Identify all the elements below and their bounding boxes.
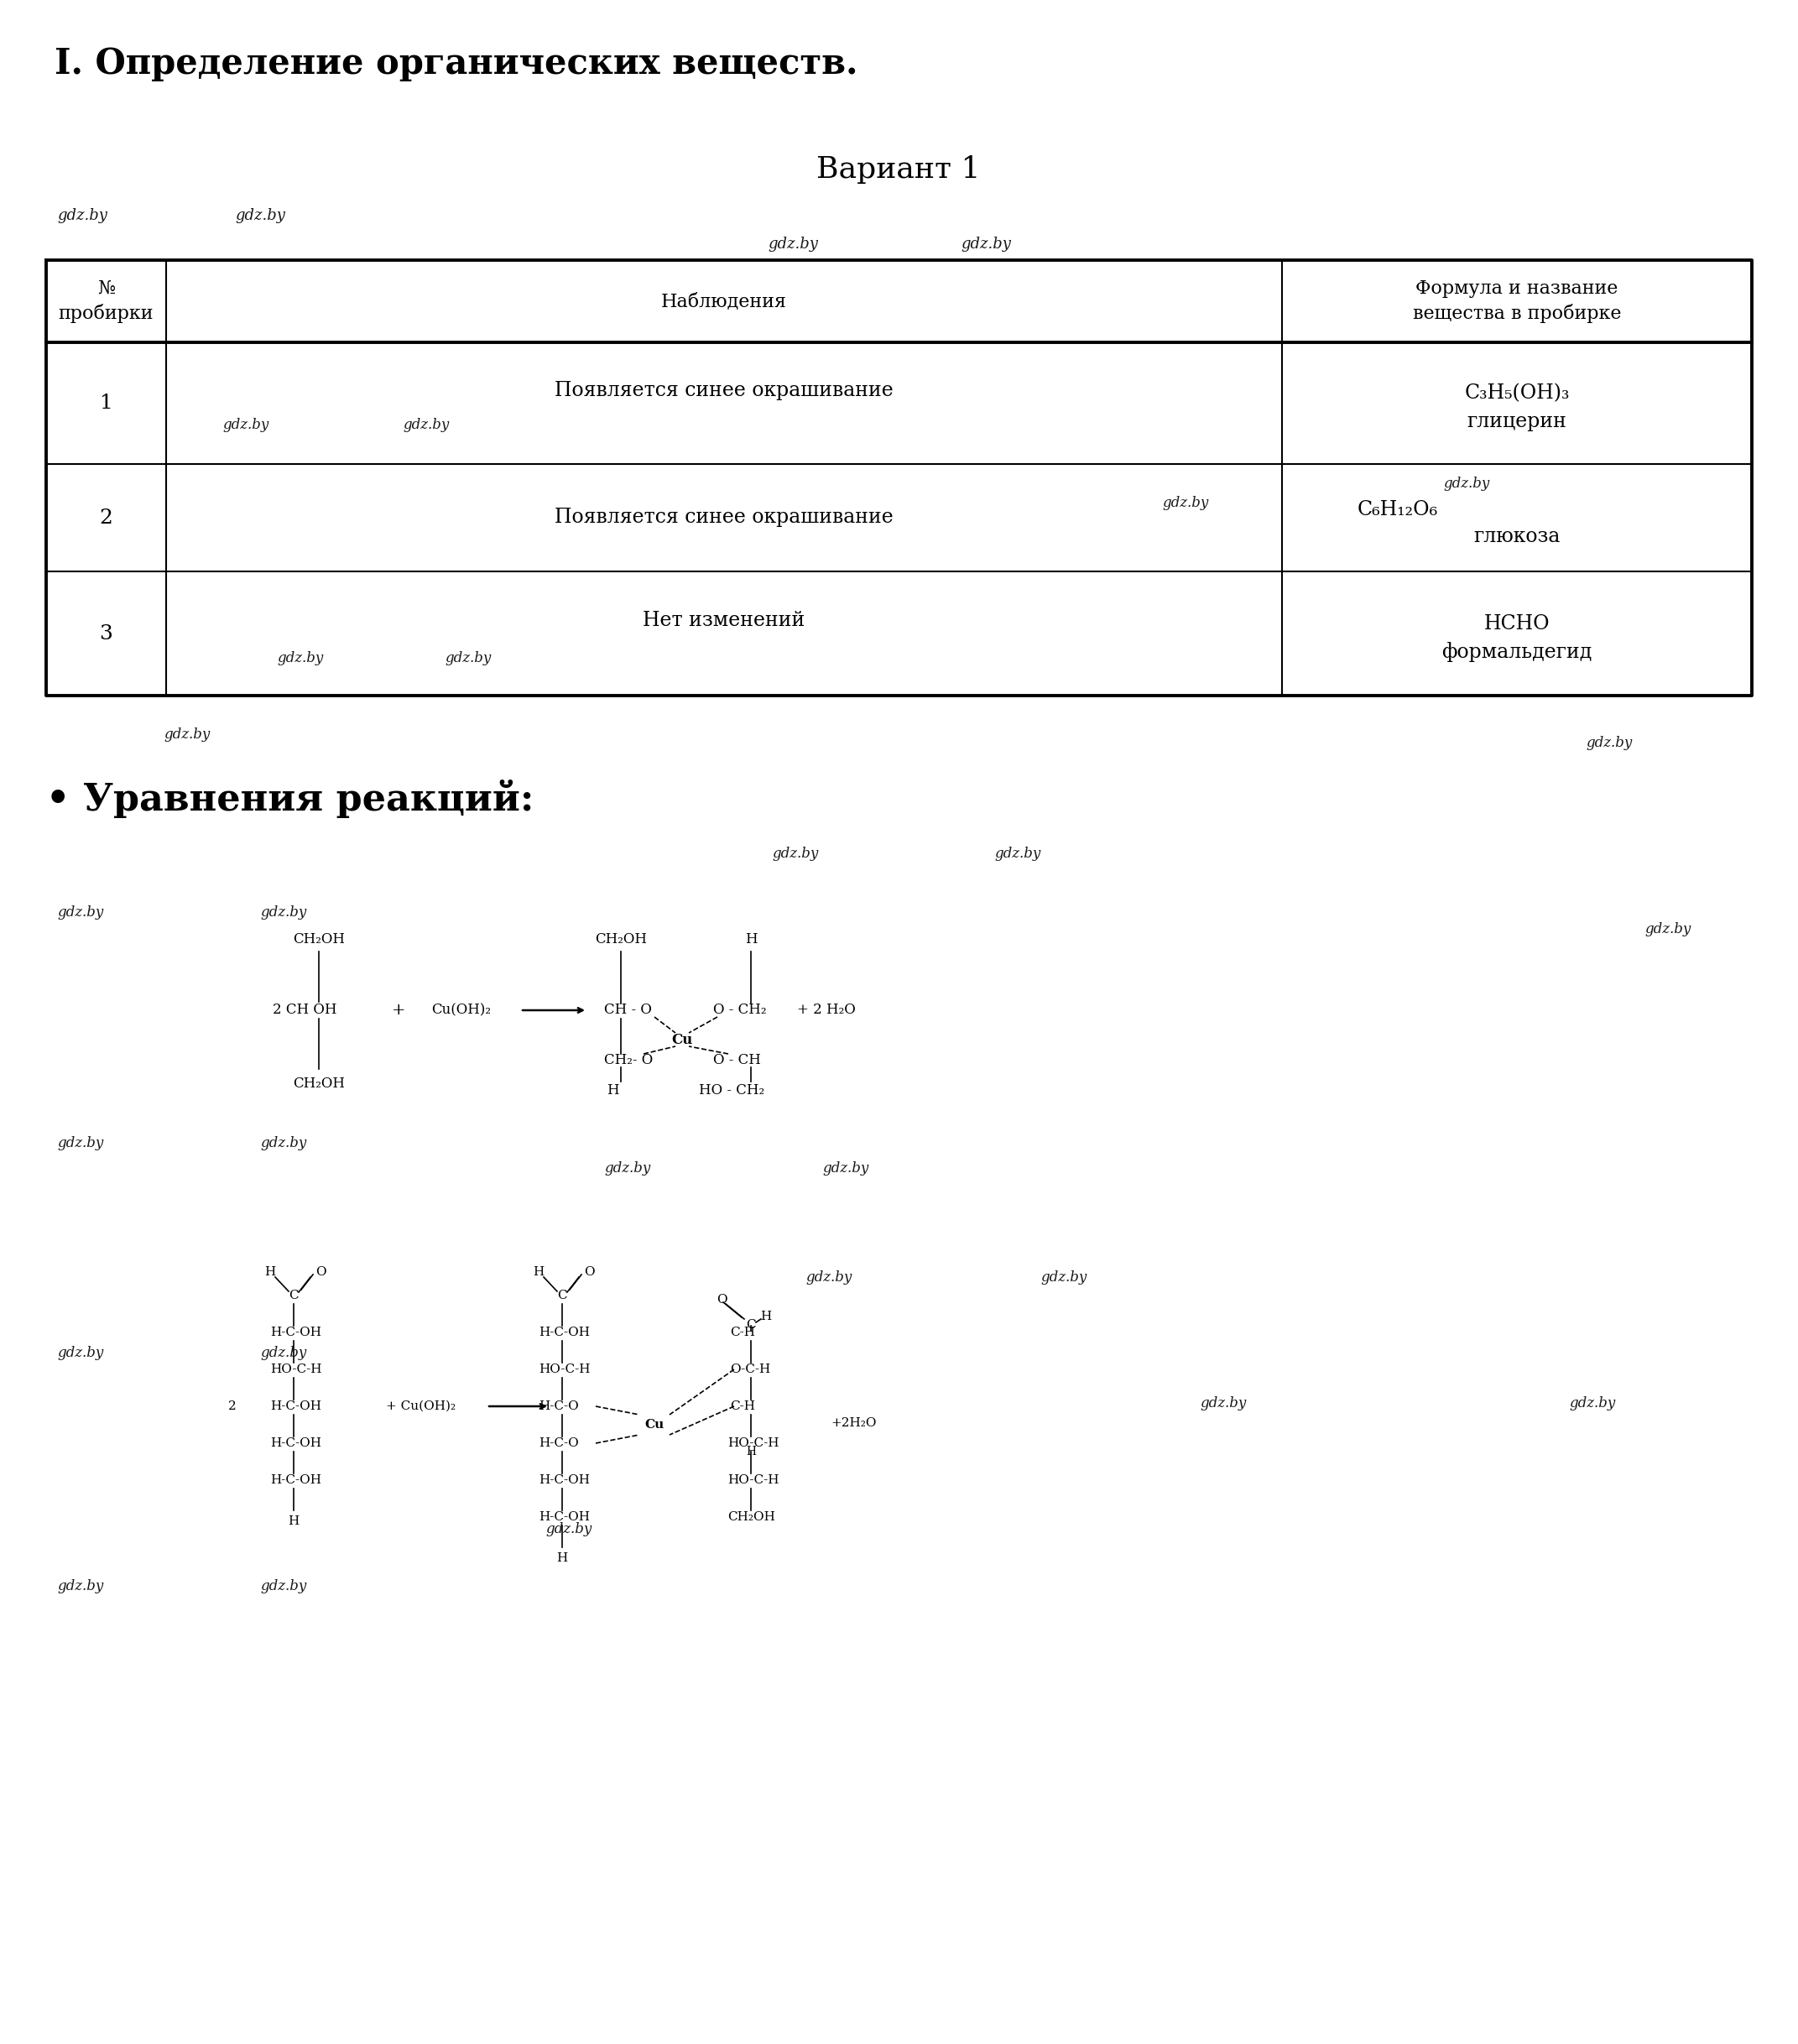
Text: 2: 2 (99, 509, 113, 527)
Text: H-C-OH: H-C-OH (539, 1327, 590, 1339)
Text: gdz.by: gdz.by (58, 1136, 104, 1151)
Text: H-C-OH: H-C-OH (539, 1511, 590, 1523)
Text: gdz.by: gdz.by (403, 417, 450, 431)
Text: HO - CH₂: HO - CH₂ (699, 1083, 764, 1098)
Text: O: O (315, 1265, 325, 1278)
Text: формальдегид: формальдегид (1442, 642, 1593, 662)
Text: H: H (606, 1083, 619, 1098)
Text: H-C-OH: H-C-OH (270, 1474, 322, 1486)
Text: Нет изменений: Нет изменений (644, 611, 806, 630)
Text: 2: 2 (228, 1400, 237, 1412)
Text: HO-C-H: HO-C-H (539, 1363, 590, 1376)
Text: gdz.by: gdz.by (58, 905, 104, 920)
Text: глюкоза: глюкоза (1474, 527, 1561, 546)
Text: Появляется синее окрашивание: Появляется синее окрашивание (556, 380, 894, 401)
Text: Появляется синее окрашивание: Появляется синее окрашивание (556, 509, 894, 527)
Text: Cu(OH)₂: Cu(OH)₂ (432, 1004, 491, 1018)
Text: gdz.by: gdz.by (604, 1161, 651, 1175)
Text: gdz.by: gdz.by (58, 1345, 104, 1359)
Text: + Cu(OH)₂: + Cu(OH)₂ (387, 1400, 455, 1412)
Text: gdz.by: gdz.by (1645, 922, 1690, 936)
Text: gdz.by: gdz.by (223, 417, 268, 431)
Text: gdz.by: gdz.by (771, 846, 818, 861)
Text: H-C-OH: H-C-OH (270, 1327, 322, 1339)
Text: gdz.by: gdz.by (994, 846, 1041, 861)
Text: H: H (532, 1265, 545, 1278)
Text: H: H (557, 1551, 568, 1564)
Text: H-C-O: H-C-O (539, 1400, 579, 1412)
Text: H: H (744, 932, 757, 946)
Text: H-C-O: H-C-O (539, 1437, 579, 1449)
Text: O - CH: O - CH (714, 1053, 761, 1067)
Text: gdz.by: gdz.by (1444, 476, 1489, 491)
Text: CH₂- O: CH₂- O (604, 1053, 653, 1067)
Text: Формула и название
вещества в пробирке: Формула и название вещества в пробирке (1413, 280, 1622, 323)
Text: gdz.by: gdz.by (164, 728, 210, 742)
Text: gdz.by: gdz.by (1570, 1396, 1615, 1410)
Text: CH₂OH: CH₂OH (728, 1511, 775, 1523)
Text: глицерин: глицерин (1467, 413, 1566, 431)
Text: O - CH₂: O - CH₂ (714, 1004, 766, 1018)
Text: 1: 1 (99, 394, 113, 413)
Text: I. Определение органических веществ.: I. Определение органических веществ. (54, 47, 858, 82)
Text: gdz.by: gdz.by (1586, 736, 1633, 750)
Text: gdz.by: gdz.by (58, 208, 108, 223)
Text: HO-C-H: HO-C-H (728, 1437, 779, 1449)
Text: CH₂OH: CH₂OH (293, 1077, 345, 1091)
Text: gdz.by: gdz.by (444, 650, 491, 664)
Text: gdz.by: gdz.by (768, 237, 818, 251)
Text: HO-C-H: HO-C-H (728, 1474, 779, 1486)
Text: C₆H₁₂O₆: C₆H₁₂O₆ (1357, 499, 1438, 519)
Text: +: + (392, 1004, 406, 1018)
Text: H-C-OH: H-C-OH (270, 1437, 322, 1449)
Text: Cu: Cu (645, 1419, 663, 1431)
Text: C-H: C-H (730, 1327, 755, 1339)
Text: gdz.by: gdz.by (1162, 497, 1208, 511)
Text: O: O (584, 1265, 595, 1278)
Text: CH - O: CH - O (604, 1004, 653, 1018)
Text: gdz.by: gdz.by (806, 1271, 852, 1284)
Text: Вариант 1: Вариант 1 (816, 155, 980, 184)
Text: C: C (746, 1318, 755, 1331)
Text: 3: 3 (99, 623, 113, 644)
Text: C: C (289, 1290, 298, 1302)
Text: H: H (288, 1515, 298, 1527)
Text: gdz.by: gdz.by (261, 1136, 306, 1151)
Text: gdz.by: gdz.by (1199, 1396, 1246, 1410)
Text: + 2 H₂O: + 2 H₂O (797, 1004, 856, 1018)
Text: O-C-H: O-C-H (730, 1363, 770, 1376)
Text: gdz.by: gdz.by (261, 1345, 306, 1359)
Text: CH₂OH: CH₂OH (293, 932, 345, 946)
Text: 2 CH OH: 2 CH OH (273, 1004, 336, 1018)
Text: H: H (746, 1445, 755, 1457)
Text: H: H (761, 1310, 771, 1322)
Text: gdz.by: gdz.by (58, 1580, 104, 1594)
Text: gdz.by: gdz.by (960, 237, 1010, 251)
Text: HO-C-H: HO-C-H (270, 1363, 322, 1376)
Text: gdz.by: gdz.by (545, 1523, 592, 1537)
Text: C₃H₅(OH)₃: C₃H₅(OH)₃ (1464, 384, 1570, 403)
Text: gdz.by: gdz.by (236, 208, 286, 223)
Text: Наблюдения: Наблюдения (662, 292, 788, 311)
Text: H-C-OH: H-C-OH (270, 1400, 322, 1412)
Text: H-C-OH: H-C-OH (539, 1474, 590, 1486)
Text: +2H₂O: +2H₂O (831, 1416, 876, 1429)
Text: gdz.by: gdz.by (261, 905, 306, 920)
Text: gdz.by: gdz.by (277, 650, 324, 664)
Text: Cu: Cu (671, 1032, 692, 1047)
Text: H: H (264, 1265, 275, 1278)
Text: O: O (716, 1294, 726, 1306)
Text: • Уравнения реакций:: • Уравнения реакций: (47, 779, 534, 818)
Text: gdz.by: gdz.by (1041, 1271, 1086, 1284)
Text: C-H: C-H (730, 1400, 755, 1412)
Text: №
пробирки: № пробирки (59, 280, 155, 323)
Text: CH₂OH: CH₂OH (595, 932, 647, 946)
Text: gdz.by: gdz.by (822, 1161, 868, 1175)
Text: gdz.by: gdz.by (261, 1580, 306, 1594)
Text: HCHO: HCHO (1483, 613, 1550, 634)
Text: C: C (557, 1290, 566, 1302)
